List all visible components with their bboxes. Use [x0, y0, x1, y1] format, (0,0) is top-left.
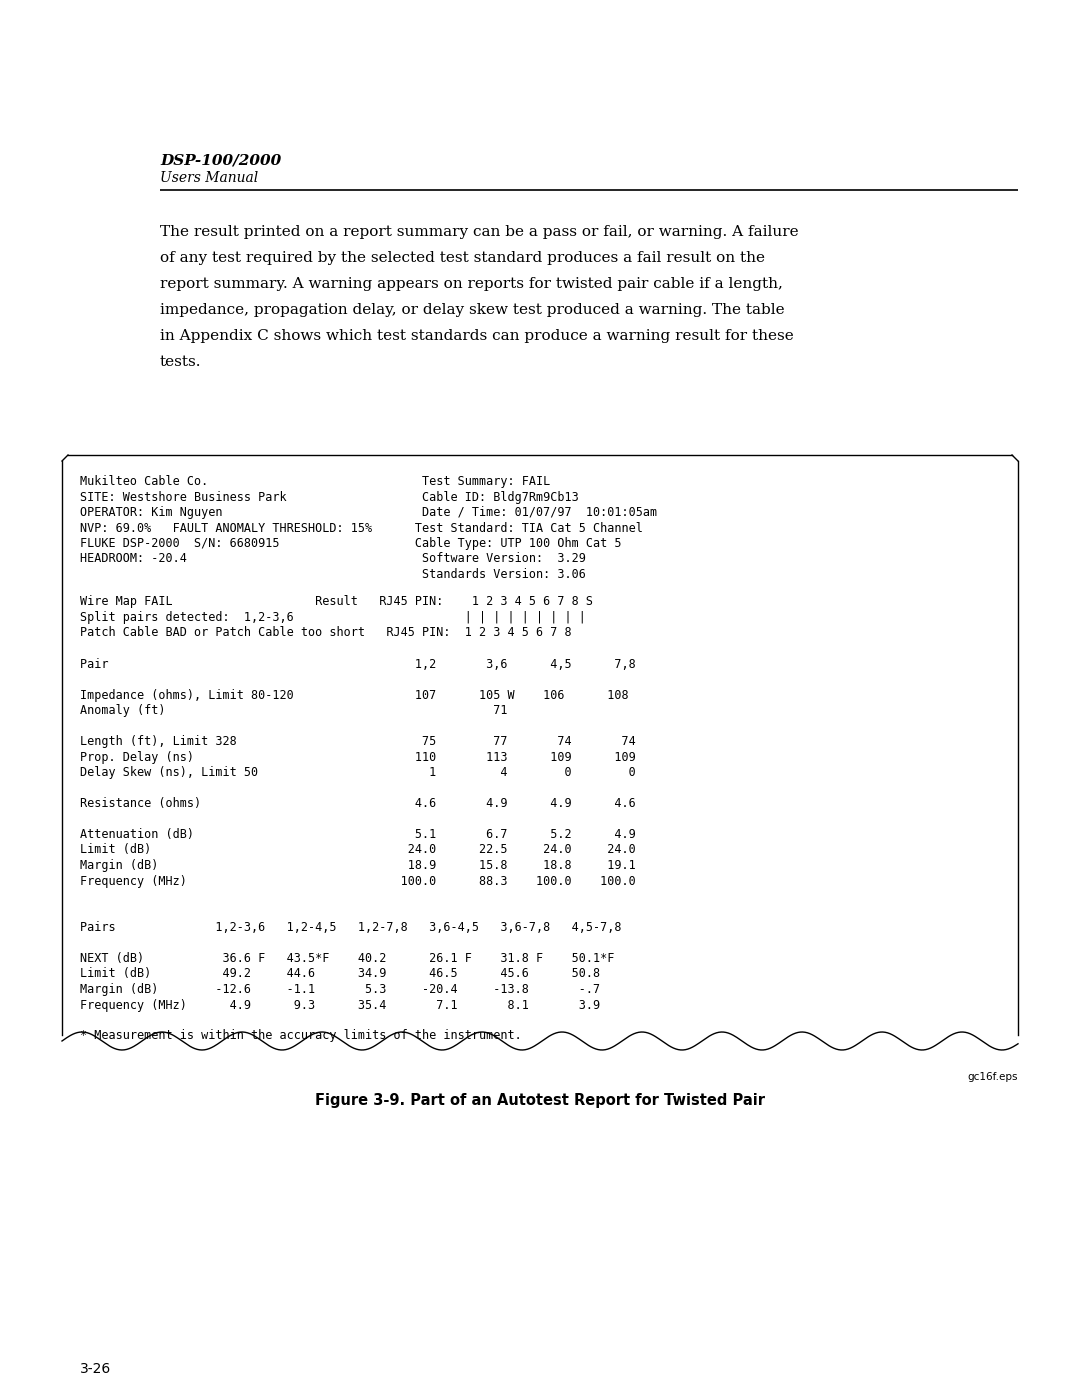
Text: Anomaly (ft)                                              71: Anomaly (ft) 71 — [80, 704, 508, 717]
Text: tests.: tests. — [160, 355, 202, 369]
Text: FLUKE DSP-2000  S/N: 6680915                   Cable Type: UTP 100 Ohm Cat 5: FLUKE DSP-2000 S/N: 6680915 Cable Type: … — [80, 536, 621, 550]
Text: Resistance (ohms)                              4.6       4.9      4.9      4.6: Resistance (ohms) 4.6 4.9 4.9 4.6 — [80, 798, 636, 810]
Text: Patch Cable BAD or Patch Cable too short   RJ45 PIN:  1 2 3 4 5 6 7 8: Patch Cable BAD or Patch Cable too short… — [80, 626, 571, 640]
Text: Figure 3-9. Part of an Autotest Report for Twisted Pair: Figure 3-9. Part of an Autotest Report f… — [315, 1092, 765, 1108]
Text: NVP: 69.0%   FAULT ANOMALY THRESHOLD: 15%      Test Standard: TIA Cat 5 Channel: NVP: 69.0% FAULT ANOMALY THRESHOLD: 15% … — [80, 521, 643, 535]
Text: Limit (dB)          49.2     44.6      34.9      46.5      45.6      50.8: Limit (dB) 49.2 44.6 34.9 46.5 45.6 50.8 — [80, 968, 600, 981]
Text: NEXT (dB)           36.6 F   43.5*F    40.2      26.1 F    31.8 F    50.1*F: NEXT (dB) 36.6 F 43.5*F 40.2 26.1 F 31.8… — [80, 951, 615, 965]
Text: Wire Map FAIL                    Result   RJ45 PIN:    1 2 3 4 5 6 7 8 S: Wire Map FAIL Result RJ45 PIN: 1 2 3 4 5… — [80, 595, 593, 609]
Text: HEADROOM: -20.4                                 Software Version:  3.29: HEADROOM: -20.4 Software Version: 3.29 — [80, 552, 585, 566]
Text: Margin (dB)        -12.6     -1.1       5.3     -20.4     -13.8       -.7: Margin (dB) -12.6 -1.1 5.3 -20.4 -13.8 -… — [80, 983, 600, 996]
Text: Attenuation (dB)                               5.1       6.7      5.2      4.9: Attenuation (dB) 5.1 6.7 5.2 4.9 — [80, 828, 636, 841]
Text: gc16f.eps: gc16f.eps — [968, 1071, 1018, 1083]
Text: Users Manual: Users Manual — [160, 170, 258, 184]
Text: Delay Skew (ns), Limit 50                        1         4        0        0: Delay Skew (ns), Limit 50 1 4 0 0 — [80, 766, 636, 780]
Text: Frequency (MHz)      4.9      9.3      35.4       7.1       8.1       3.9: Frequency (MHz) 4.9 9.3 35.4 7.1 8.1 3.9 — [80, 999, 600, 1011]
Text: impedance, propagation delay, or delay skew test produced a warning. The table: impedance, propagation delay, or delay s… — [160, 303, 785, 317]
Text: in Appendix C shows which test standards can produce a warning result for these: in Appendix C shows which test standards… — [160, 330, 794, 344]
Text: Prop. Delay (ns)                               110       113      109      109: Prop. Delay (ns) 110 113 109 109 — [80, 750, 636, 764]
Text: OPERATOR: Kim Nguyen                            Date / Time: 01/07/97  10:01:05a: OPERATOR: Kim Nguyen Date / Time: 01/07/… — [80, 506, 657, 520]
Text: 3-26: 3-26 — [80, 1362, 111, 1376]
Text: Pair                                           1,2       3,6      4,5      7,8: Pair 1,2 3,6 4,5 7,8 — [80, 658, 636, 671]
FancyBboxPatch shape — [62, 455, 1018, 1055]
Text: Margin (dB)                                   18.9      15.8     18.8     19.1: Margin (dB) 18.9 15.8 18.8 19.1 — [80, 859, 636, 872]
Text: Mukilteo Cable Co.                              Test Summary: FAIL: Mukilteo Cable Co. Test Summary: FAIL — [80, 475, 550, 488]
Text: of any test required by the selected test standard produces a fail result on the: of any test required by the selected tes… — [160, 251, 765, 265]
Text: report summary. A warning appears on reports for twisted pair cable if a length,: report summary. A warning appears on rep… — [160, 277, 783, 291]
Text: Impedance (ohms), Limit 80-120                 107      105 W    106      108: Impedance (ohms), Limit 80-120 107 105 W… — [80, 689, 629, 701]
Text: The result printed on a report summary can be a pass or fail, or warning. A fail: The result printed on a report summary c… — [160, 225, 798, 239]
Text: Pairs              1,2-3,6   1,2-4,5   1,2-7,8   3,6-4,5   3,6-7,8   4,5-7,8: Pairs 1,2-3,6 1,2-4,5 1,2-7,8 3,6-4,5 3,… — [80, 921, 621, 935]
Text: DSP-100/2000: DSP-100/2000 — [160, 154, 281, 168]
Text: Standards Version: 3.06: Standards Version: 3.06 — [80, 569, 585, 581]
Text: Split pairs detected:  1,2-3,6                        | | | | | | | | |: Split pairs detected: 1,2-3,6 | | | | | … — [80, 610, 585, 624]
Text: * Measurement is within the accuracy limits of the instrument.: * Measurement is within the accuracy lim… — [80, 1030, 522, 1042]
Text: Frequency (MHz)                              100.0      88.3    100.0    100.0: Frequency (MHz) 100.0 88.3 100.0 100.0 — [80, 875, 636, 887]
Text: SITE: Westshore Business Park                   Cable ID: Bldg7Rm9Cb13: SITE: Westshore Business Park Cable ID: … — [80, 490, 579, 503]
Text: Limit (dB)                                    24.0      22.5     24.0     24.0: Limit (dB) 24.0 22.5 24.0 24.0 — [80, 844, 636, 856]
Text: Length (ft), Limit 328                          75        77       74       74: Length (ft), Limit 328 75 77 74 74 — [80, 735, 636, 747]
